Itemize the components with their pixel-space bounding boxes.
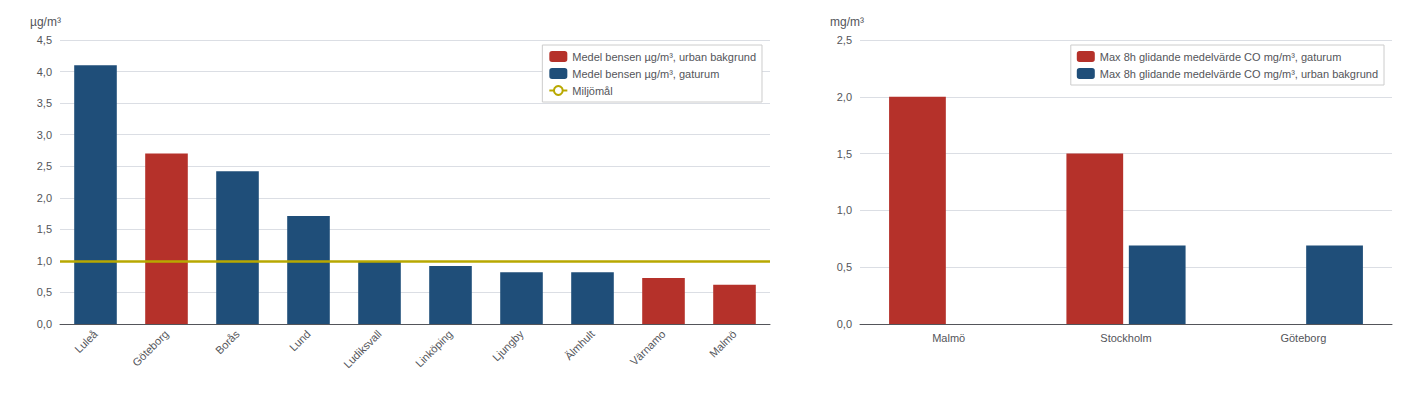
svg-text:2,5: 2,5 (837, 34, 852, 46)
svg-text:Göteborg: Göteborg (1280, 332, 1326, 344)
svg-text:0,5: 0,5 (837, 261, 852, 273)
svg-text:Max 8h glidande medelvärde CO: Max 8h glidande medelvärde CO mg/m³, gat… (1100, 51, 1342, 63)
svg-text:Stockholm: Stockholm (1100, 332, 1151, 344)
svg-text:Borås: Borås (213, 327, 242, 356)
svg-text:4,0: 4,0 (37, 66, 52, 78)
svg-text:Max 8h glidande medelvärde CO: Max 8h glidande medelvärde CO mg/m³, urb… (1100, 68, 1378, 80)
svg-text:1,0: 1,0 (837, 204, 852, 216)
svg-text:Ljungby: Ljungby (490, 327, 526, 363)
svg-text:2,0: 2,0 (837, 91, 852, 103)
svg-text:2,0: 2,0 (37, 192, 52, 204)
svg-text:mg/m³: mg/m³ (830, 15, 864, 29)
svg-text:Miljömål: Miljömål (572, 85, 612, 97)
svg-text:Malmö: Malmö (932, 332, 965, 344)
svg-text:1,0: 1,0 (37, 255, 52, 267)
svg-text:Lund: Lund (287, 328, 313, 354)
svg-text:µg/m³: µg/m³ (30, 15, 61, 29)
svg-text:0,0: 0,0 (837, 318, 852, 330)
svg-text:4,5: 4,5 (37, 34, 52, 46)
svg-text:2,5: 2,5 (37, 160, 52, 172)
svg-text:Luleå: Luleå (72, 327, 100, 355)
svg-text:0,5: 0,5 (37, 286, 52, 298)
svg-text:Malmö: Malmö (707, 328, 739, 360)
svg-text:1,5: 1,5 (37, 223, 52, 235)
svg-text:Ludiksvall: Ludiksvall (341, 328, 384, 371)
svg-text:3,0: 3,0 (37, 129, 52, 141)
svg-text:Linköping: Linköping (413, 328, 455, 370)
svg-text:Älmhult: Älmhult (562, 328, 596, 362)
svg-text:1,5: 1,5 (837, 148, 852, 160)
svg-text:3,5: 3,5 (37, 97, 52, 109)
svg-text:Göteborg: Göteborg (130, 328, 171, 369)
svg-text:Värnamo: Värnamo (628, 328, 668, 368)
svg-text:Medel bensen µg/m³, gaturum: Medel bensen µg/m³, gaturum (572, 68, 719, 80)
svg-text:0,0: 0,0 (37, 318, 52, 330)
svg-text:Medel bensen µg/m³, urban bakg: Medel bensen µg/m³, urban bakgrund (572, 51, 756, 63)
